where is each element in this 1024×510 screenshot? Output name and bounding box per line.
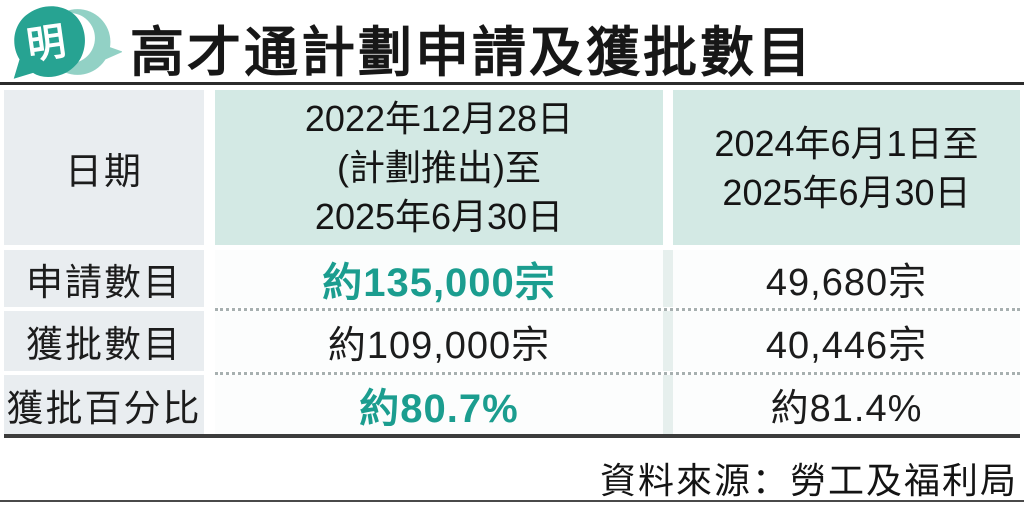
column-header-period-2: 2024年6月1日至 2025年6月30日	[673, 90, 1020, 245]
period-1-line-1: 2022年12月28日	[304, 98, 574, 139]
row-separator-dotted	[4, 307, 1020, 311]
page-title: 高才通計劃申請及獲批數目	[130, 23, 814, 83]
title-underline	[0, 82, 1024, 85]
column-gap	[663, 250, 673, 307]
dotted-line	[215, 308, 1020, 311]
approval-rate-period-1-value: 約80.7%	[215, 375, 663, 434]
svg-text:明: 明	[24, 20, 68, 68]
column-gap	[204, 375, 215, 434]
row-separator	[4, 245, 1020, 250]
period-1-line-3: 2025年6月30日	[314, 196, 564, 237]
period-1-line-2: (計劃推出)至	[337, 147, 541, 188]
data-table: 日期 2022年12月28日 (計劃推出)至 2025年6月30日 2024年6…	[4, 90, 1020, 438]
row-separator-dotted	[4, 371, 1020, 375]
table-corner-date-label: 日期	[4, 90, 204, 245]
dotted-line	[215, 372, 1020, 375]
column-gap	[663, 375, 673, 434]
mingpao-logo: 明	[6, 3, 123, 81]
approvals-period-1-value: 約109,000宗	[215, 311, 663, 371]
bottom-rule	[0, 500, 1024, 502]
column-gap	[204, 90, 215, 245]
column-gap	[663, 90, 673, 245]
row-label-applications: 申請數目	[4, 250, 204, 307]
applications-period-1-value: 約135,000宗	[215, 250, 663, 307]
period-2-line-1: 2024年6月1日至	[714, 122, 979, 164]
applications-period-2-value: 49,680宗	[673, 250, 1020, 307]
row-label-approvals: 獲批數目	[4, 311, 204, 371]
row-label-approval-rate: 獲批百分比	[4, 375, 204, 434]
column-gap	[663, 311, 673, 371]
data-source-credit: 資料來源：勞工及福利局	[599, 460, 1018, 501]
mingpao-logo-icon: 明	[13, 6, 123, 79]
column-gap	[204, 311, 215, 371]
approval-rate-period-2-value: 約81.4%	[673, 375, 1020, 434]
period-2-line-2: 2025年6月30日	[722, 171, 971, 213]
column-gap	[204, 250, 215, 307]
column-header-period-1: 2022年12月28日 (計劃推出)至 2025年6月30日	[215, 90, 663, 245]
approvals-period-2-value: 40,446宗	[673, 311, 1020, 371]
